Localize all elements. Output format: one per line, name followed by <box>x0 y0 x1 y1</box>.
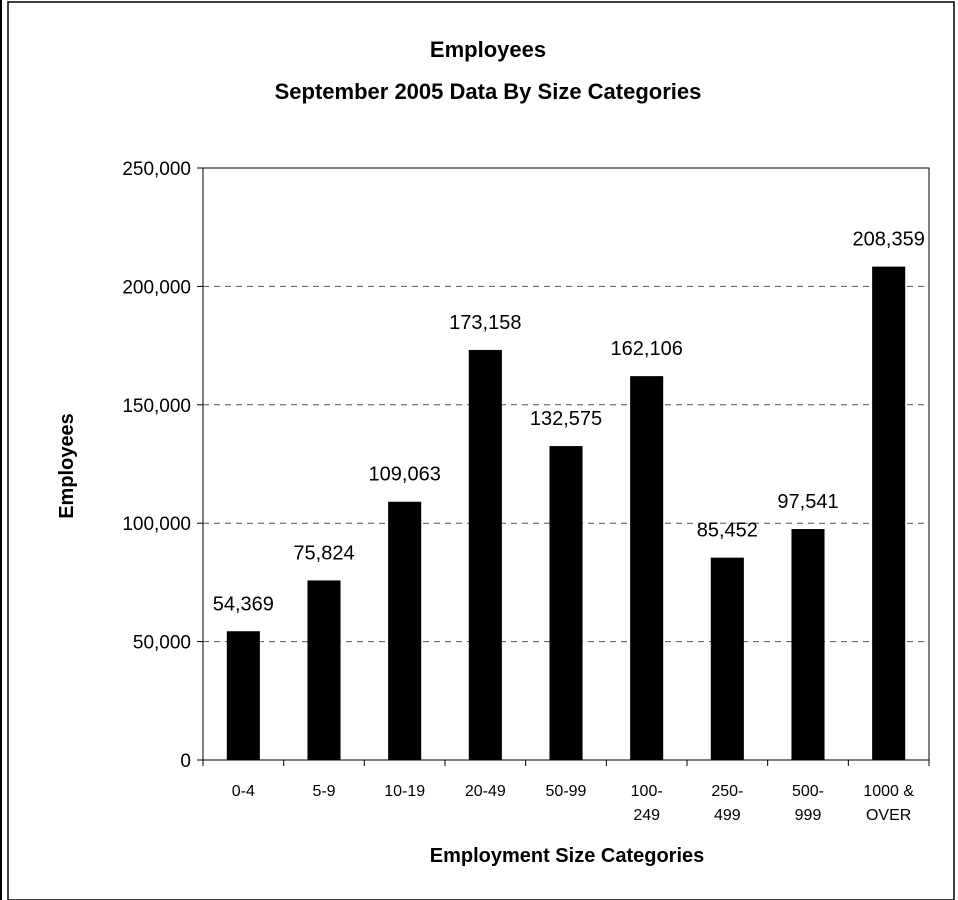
y-tick-label: 0 <box>180 751 191 772</box>
x-category-label: 20-49 <box>465 783 506 800</box>
data-labels: 54,369 75,824 109,063 173,158 132,575 162,106… <box>213 229 925 616</box>
y-tick-label: 250,000 <box>122 159 191 180</box>
x-category-label: 5-9 <box>312 783 335 800</box>
bar <box>388 501 422 760</box>
bar <box>872 266 906 760</box>
y-tick-label: 150,000 <box>122 396 191 417</box>
chart-subtitle: September 2005 Data By Size Categories <box>275 79 702 104</box>
x-category-label: 500-999 <box>792 783 824 824</box>
y-axis: 0 50,000 100,000 150,000 200,000 250,000 <box>122 159 203 772</box>
chart-border <box>7 1 955 900</box>
x-category-label: 0-4 <box>232 783 255 800</box>
y-tick-label: 200,000 <box>122 277 191 298</box>
x-category-label: 250-499 <box>711 783 743 824</box>
bar-value-label: 75,824 <box>293 542 354 564</box>
bar <box>226 631 260 760</box>
x-category-label: 1000 & OVER <box>863 783 914 824</box>
bar-value-label: 162,106 <box>611 338 683 360</box>
x-axis: 0-4 5-9 10-19 20-49 50-99 100-249 250-499 500-9… <box>202 760 930 824</box>
bar-value-label: 208,359 <box>853 229 925 251</box>
bar-value-label: 97,541 <box>777 491 838 513</box>
bars <box>226 266 906 760</box>
x-category-label: 50-99 <box>546 783 587 800</box>
bar-value-label: 173,158 <box>449 312 521 334</box>
bar-value-label: 109,063 <box>369 464 441 486</box>
bar <box>468 349 502 760</box>
bar <box>549 446 583 760</box>
bar <box>791 529 825 760</box>
chart-title: Employees <box>430 37 546 62</box>
bar-value-label: 85,452 <box>697 520 758 542</box>
bar-value-label: 132,575 <box>530 408 602 430</box>
y-tick-label: 100,000 <box>122 514 191 535</box>
x-category-label: 10-19 <box>384 783 425 800</box>
x-category-label: 100-249 <box>631 783 663 824</box>
bar <box>307 580 341 760</box>
bar <box>710 557 744 760</box>
bar <box>630 376 664 760</box>
y-axis-title: Employees <box>56 413 78 519</box>
bar-value-label: 54,369 <box>213 593 274 615</box>
x-axis-title: Employment Size Categories <box>430 845 705 867</box>
y-tick-label: 50,000 <box>133 633 191 654</box>
